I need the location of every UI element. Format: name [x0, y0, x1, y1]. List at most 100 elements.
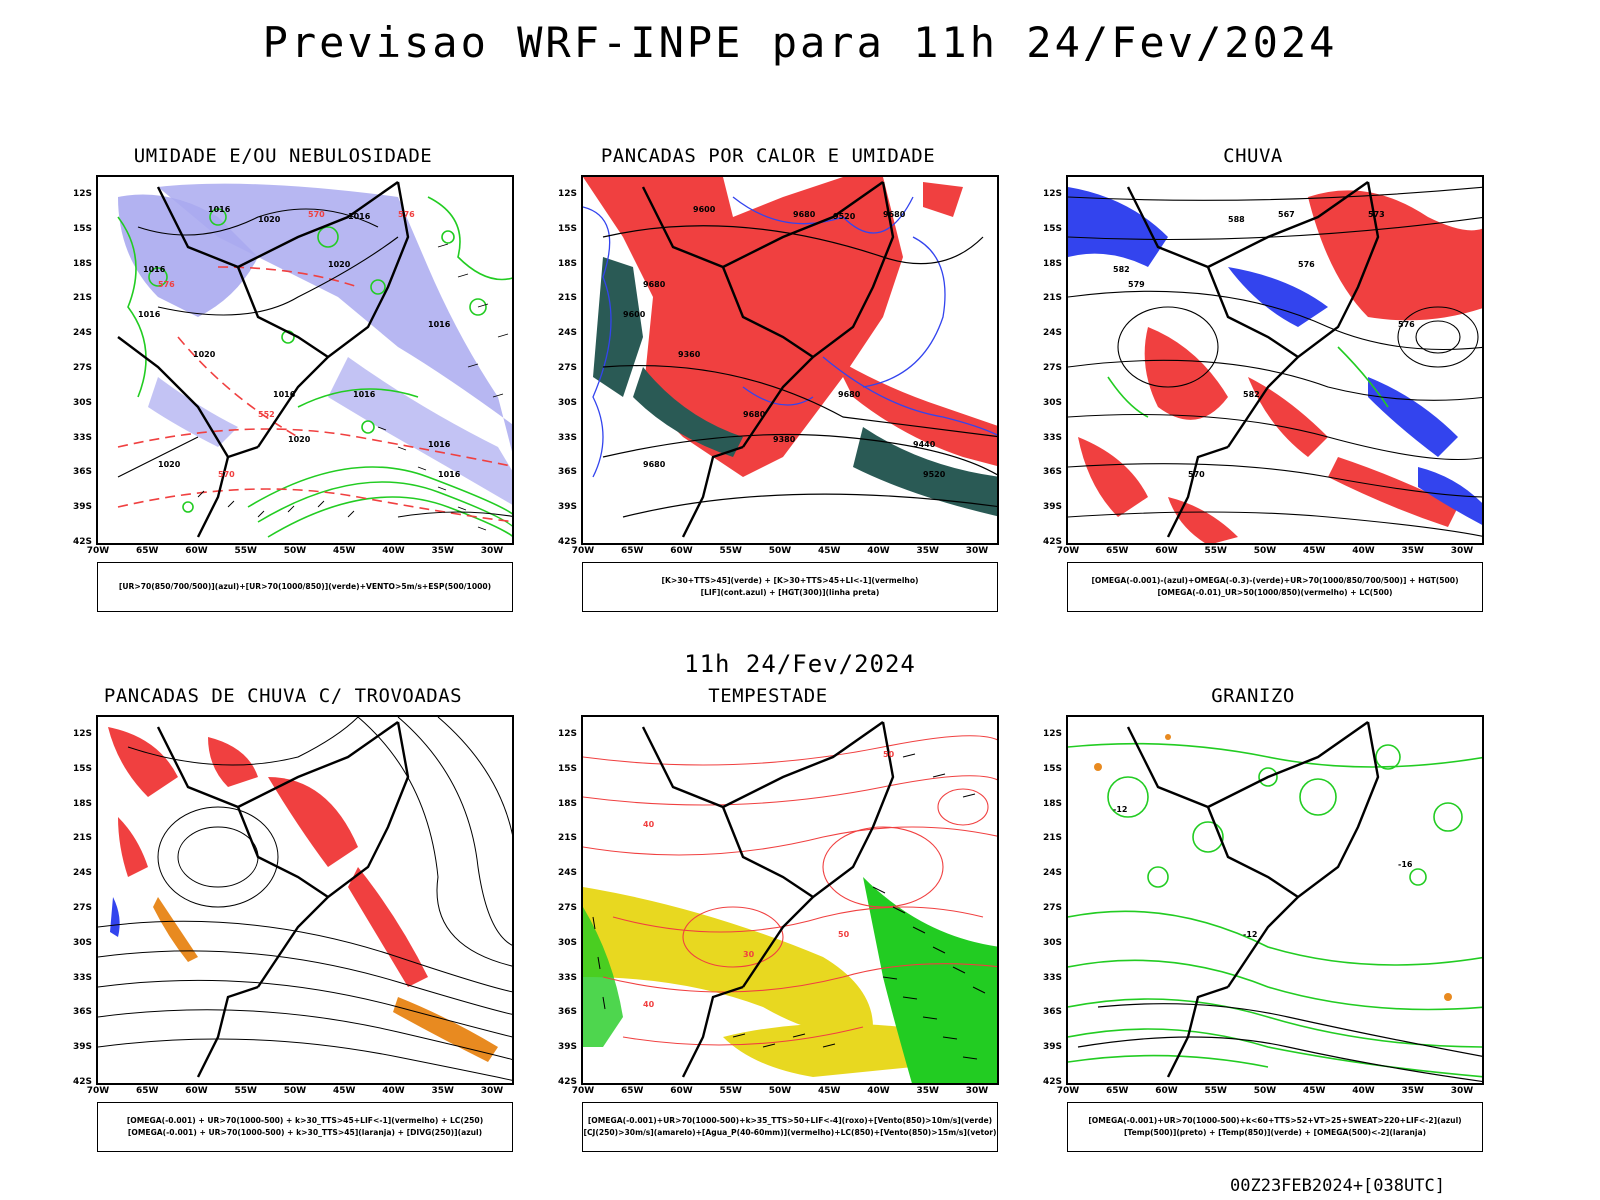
map-trovoadas[interactable] [96, 715, 514, 1085]
contour-value-label: 1020 [258, 215, 281, 224]
contour-value-label: 9520 [833, 212, 856, 221]
contour-value-label: 9680 [793, 210, 816, 219]
latitude-tick-label: 12S [72, 729, 92, 739]
panel-pancadas-calor: PANCADAS POR CALOR E UMIDADE 12S 15S 18S 21… [533, 145, 1003, 625]
latitude-tick-label: 12S [557, 729, 577, 739]
contour-value-label: 1016 [353, 390, 376, 399]
longitude-tick-label: 50W [283, 546, 307, 556]
latitude-tick-label: 42S [72, 537, 92, 547]
longitude-tick-label: 55W [1204, 546, 1227, 556]
legend-granizo: [OMEGA(-0.001)+UR>70(1000-500)+k<60+TTS>… [1067, 1102, 1483, 1152]
contour-value-label: 576 [1298, 260, 1315, 269]
contour-value-label: 1016 [428, 440, 451, 449]
latitude-tick-label: 39S [72, 502, 92, 513]
latitude-tick-label: 42S [1042, 1077, 1062, 1087]
latitude-tick-label: 36S [72, 1007, 92, 1018]
latitude-tick-label: 18S [557, 798, 577, 809]
longitude-tick-label: 60W [1155, 546, 1178, 556]
panel-title: UMIDADE E/OU NEBULOSIDADE [133, 145, 433, 167]
longitude-tick-label: 50W [1253, 546, 1277, 556]
latitude-tick-label: 30S [72, 397, 92, 408]
latitude-tick-label: 39S [557, 1042, 577, 1053]
latitude-tick-label: 39S [1042, 502, 1062, 513]
latitude-tick-label: 27S [1042, 903, 1062, 913]
latitude-tick-label: 33S [1042, 432, 1062, 443]
longitude-tick-label: 40W [382, 546, 405, 556]
contour-value-label: 588 [1228, 215, 1245, 224]
map-chuva[interactable]: 588 582 582 576 576 570 567 573 579 [1066, 175, 1484, 545]
longitude-tick-label: 40W [867, 546, 890, 556]
contour-value-label: -12 [1243, 930, 1257, 939]
map-pancadas-calor[interactable]: 9680 9680 9680 9680 9680 9680 9600 9520 9600 9520… [581, 175, 999, 545]
latitude-tick-label: 27S [1042, 363, 1062, 373]
panel-granizo: GRANIZO 12S 15S 18S 21S 24S 27S 30S 33S 36S 39S 42… [1018, 685, 1488, 1165]
latitude-tick-label: 30S [1042, 397, 1062, 408]
latitude-tick-label: 12S [1042, 189, 1062, 199]
longitude-axis: 70W 65W 60W 55W 50W 45W 40W 35W 30W [572, 546, 999, 558]
contour-value-label: 9520 [923, 470, 946, 479]
latitude-tick-label: 30S [557, 937, 577, 948]
longitude-tick-label: 30W [1450, 1086, 1474, 1096]
contour-value-label: 573 [1368, 210, 1385, 219]
latitude-axis: 12S 15S 18S 21S 24S 27S 30S 33S 36S 39S 42S [1018, 175, 1064, 547]
longitude-tick-label: 65W [136, 546, 159, 556]
longitude-tick-label: 40W [867, 1086, 890, 1096]
latitude-tick-label: 18S [1042, 258, 1062, 269]
latitude-tick-label: 42S [557, 537, 577, 547]
map-granizo[interactable]: -12 -12 -16 [1066, 715, 1484, 1085]
longitude-axis: 70W 65W 60W 55W 50W 45W 40W 35W 30W [87, 1086, 514, 1098]
panel-trovoadas: PANCADAS DE CHUVA C/ TROVOADAS 12S 15S 18S… [48, 685, 518, 1165]
longitude-tick-label: 30W [480, 546, 504, 556]
contour-value-label: 1016 [438, 470, 461, 479]
latitude-tick-label: 21S [72, 293, 92, 304]
legend-line: [OMEGA(-0.001) + UR>70(1000-500) + k>30_… [126, 1116, 484, 1125]
latitude-tick-label: 27S [557, 903, 577, 913]
latitude-tick-label: 15S [1042, 223, 1062, 234]
latitude-tick-label: 24S [557, 328, 577, 339]
map-umidade[interactable]: 1016 1016 1016 1016 1016 1020 1020 1020 1016 1016… [96, 175, 514, 545]
contour-value-label: 9600 [693, 205, 716, 214]
latitude-tick-label: 36S [72, 467, 92, 478]
longitude-tick-label: 70W [1056, 1086, 1080, 1096]
legend-umidade: [UR>70(850/700/500)](azul)+[UR>70(1000/8… [97, 562, 513, 612]
longitude-tick-label: 35W [916, 546, 939, 556]
contour-value-label: 9680 [838, 390, 861, 399]
latitude-tick-label: 39S [557, 502, 577, 513]
longitude-tick-label: 35W [431, 1086, 454, 1096]
latitude-tick-label: 24S [1042, 328, 1062, 339]
latitude-tick-label: 21S [557, 833, 577, 844]
latitude-tick-label: 36S [1042, 1007, 1062, 1018]
latitude-tick-label: 27S [72, 903, 92, 913]
contour-value-label: 1016 [428, 320, 451, 329]
latitude-tick-label: 12S [1042, 729, 1062, 739]
latitude-axis: 12S 15S 18S 21S 24S 27S 30S 33S 36S 39S 42S [48, 715, 94, 1087]
latitude-tick-label: 30S [557, 397, 577, 408]
latitude-tick-label: 21S [1042, 293, 1062, 304]
contour-value-label: 9680 [883, 210, 906, 219]
legend-chuva: [OMEGA(-0.001)-(azul)+OMEGA(-0.3)-(verde… [1067, 562, 1483, 612]
contour-value-label: 1016 [208, 205, 231, 214]
panel-umidade: UMIDADE E/OU NEBULOSIDADE 12S 15S 18S 21S 24… [48, 145, 518, 625]
contour-value-label: -16 [1398, 860, 1413, 869]
latitude-tick-label: 18S [72, 798, 92, 809]
longitude-tick-label: 55W [234, 546, 257, 556]
contour-value-label: 9680 [643, 460, 666, 469]
contour-value-label: 50 [838, 930, 850, 939]
latitude-tick-label: 33S [72, 432, 92, 443]
panel-title: PANCADAS POR CALOR E UMIDADE [600, 145, 936, 167]
legend-trovoadas: [OMEGA(-0.001) + UR>70(1000-500) + k>30_… [97, 1102, 513, 1152]
legend-line: [CJ(250)>30m/s](amarelo)+[Agua_P(40-60mm… [583, 1128, 997, 1137]
longitude-axis: 70W 65W 60W 55W 50W 45W 40W 35W 30W [1057, 546, 1484, 558]
longitude-tick-label: 30W [1450, 546, 1474, 556]
longitude-tick-label: 30W [965, 1086, 989, 1096]
longitude-tick-label: 65W [621, 1086, 644, 1096]
longitude-tick-label: 40W [382, 1086, 405, 1096]
panel-title: CHUVA [1223, 145, 1283, 167]
latitude-tick-label: 15S [557, 223, 577, 234]
contour-value-label: 552 [258, 410, 275, 419]
map-tempestade[interactable]: 50 40 30 50 40 [581, 715, 999, 1085]
latitude-tick-label: 42S [72, 1077, 92, 1087]
latitude-tick-label: 15S [72, 223, 92, 234]
longitude-tick-label: 35W [1401, 1086, 1424, 1096]
contour-value-label: 9680 [643, 280, 666, 289]
